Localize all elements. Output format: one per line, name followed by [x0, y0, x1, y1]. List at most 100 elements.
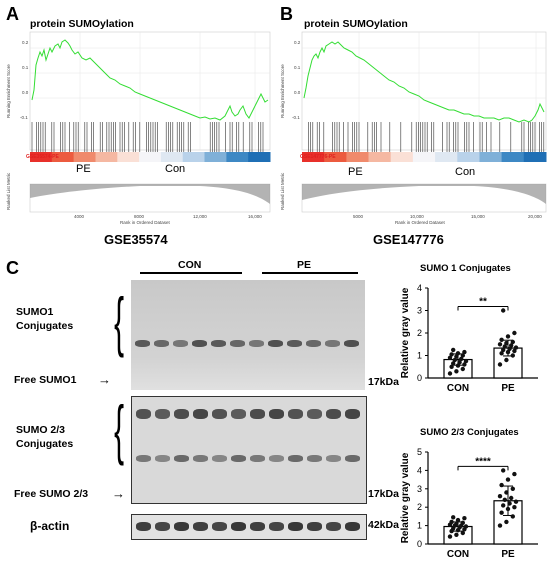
data-point [451, 515, 456, 520]
dataset-a: GSE35574 [104, 232, 168, 247]
xtick-a-3: 16,000 [248, 214, 262, 219]
data-point [509, 343, 514, 348]
gsea-colorbar-segment [523, 152, 547, 162]
blot-band [155, 522, 170, 531]
gsea-colorbar-segment [51, 152, 75, 162]
data-point [447, 371, 453, 376]
tag-b: GSE147776-PE [300, 154, 336, 160]
gsea-colorbar-segment [117, 152, 140, 162]
data-point [512, 348, 517, 354]
blot-band [268, 340, 283, 347]
data-point [454, 354, 459, 359]
blot-band [174, 522, 189, 531]
gsea-colorbar-segment [248, 152, 271, 162]
ylabel-a-top: Running Enrichment Score [6, 64, 11, 118]
gsea-colorbar-segment [390, 152, 414, 162]
data-point [505, 477, 511, 482]
gsea-colorbar-segment [435, 152, 458, 162]
kda-sumo1: 17kDa [368, 376, 399, 388]
dataset-b: GSE147776 [373, 232, 444, 247]
data-point [510, 339, 515, 345]
blot-band [212, 409, 227, 419]
data-point [460, 366, 465, 372]
blot-band [250, 409, 265, 419]
blot-band [193, 455, 208, 462]
data-point [505, 349, 511, 355]
data-point [447, 355, 453, 360]
group-con-label: CON [178, 259, 202, 271]
y-tick-label: 1 [417, 351, 422, 361]
data-point [452, 357, 457, 363]
con-label-a: Con [165, 163, 186, 175]
sumo23-label-line2: Conjugates [16, 438, 74, 450]
gsea-colorbar-segment [302, 152, 325, 162]
y-tick-label: 1 [417, 521, 422, 531]
sumo23-brace: { [114, 392, 124, 466]
ytick-b-2: 0.0 [294, 90, 301, 95]
gsea-colorbar-segment [160, 152, 184, 162]
data-point [504, 490, 509, 495]
category-label: PE [501, 383, 515, 394]
gsea-colorbar-segment [30, 152, 53, 162]
blot-band [135, 340, 150, 347]
gsea-colorbar-segment [457, 152, 480, 162]
blot-band [326, 409, 341, 419]
gsea-colorbar-segment [368, 152, 392, 162]
ytick-a-1: 0.1 [22, 65, 29, 70]
data-point [510, 486, 515, 491]
gsea-title-a: protein SUMOylation [30, 18, 134, 30]
data-point [455, 517, 461, 523]
gsea-colorbar-segment [73, 152, 96, 162]
blot-band [231, 409, 246, 419]
kda-sumo23: 17kDa [368, 488, 399, 500]
pe-label-a: PE [76, 163, 91, 175]
blot-band [307, 409, 322, 419]
data-point [512, 330, 517, 336]
data-point [499, 510, 504, 515]
data-point [499, 482, 504, 488]
blot-band [155, 455, 170, 462]
xtick-a-2: 12,000 [193, 214, 207, 219]
blot-band [269, 522, 284, 531]
tag-a: GSE35574-PE [26, 154, 59, 160]
blot-band [192, 340, 207, 347]
data-point [463, 358, 469, 364]
category-label: CON [447, 383, 469, 394]
blot-band [325, 340, 340, 347]
y-tick-label: 4 [417, 283, 422, 293]
xtick-b-1: 10,000 [410, 214, 424, 219]
free-sumo1-label: Free SUMO1 [14, 374, 77, 386]
data-point [501, 468, 506, 473]
blot-band [269, 455, 284, 462]
category-label: CON [447, 549, 469, 560]
data-point [449, 364, 454, 369]
data-point [499, 337, 504, 342]
y-tick-label: 2 [417, 328, 422, 338]
data-point [455, 363, 461, 368]
data-point [455, 351, 461, 356]
ylabel-b-top: Running Enrichment Score [280, 64, 285, 118]
blot-band [345, 522, 360, 531]
xtick-b-0: 5000 [353, 214, 364, 219]
sumo23-label-line1: SUMO 2/3 [16, 424, 66, 436]
data-point [504, 357, 509, 363]
sumo23-blot [131, 396, 367, 504]
sumo1-blot [131, 280, 365, 390]
significance-label: **** [475, 456, 491, 467]
gsea-colorbar-segment [346, 152, 370, 162]
gsea-colorbar-segment [324, 152, 347, 162]
free-sumo23-arrow: → [112, 486, 125, 501]
blot-band [211, 340, 226, 347]
con-label-b: Con [455, 166, 476, 178]
panel-letter-a: A [6, 4, 19, 24]
y-axis-label: Relative gray value [400, 287, 411, 378]
blot-band [307, 522, 322, 531]
group-pe-line [262, 272, 358, 274]
blot-band [154, 340, 169, 347]
chart2-svg: 0 1 2 3 4 5 Relative gray value CON PE **** [400, 447, 538, 560]
y-tick-label: 3 [417, 306, 422, 316]
blot-band [250, 522, 265, 531]
ytick-a-0: 0.2 [22, 40, 29, 45]
data-point [505, 506, 511, 512]
ytick-b-0: 0.2 [294, 40, 301, 45]
